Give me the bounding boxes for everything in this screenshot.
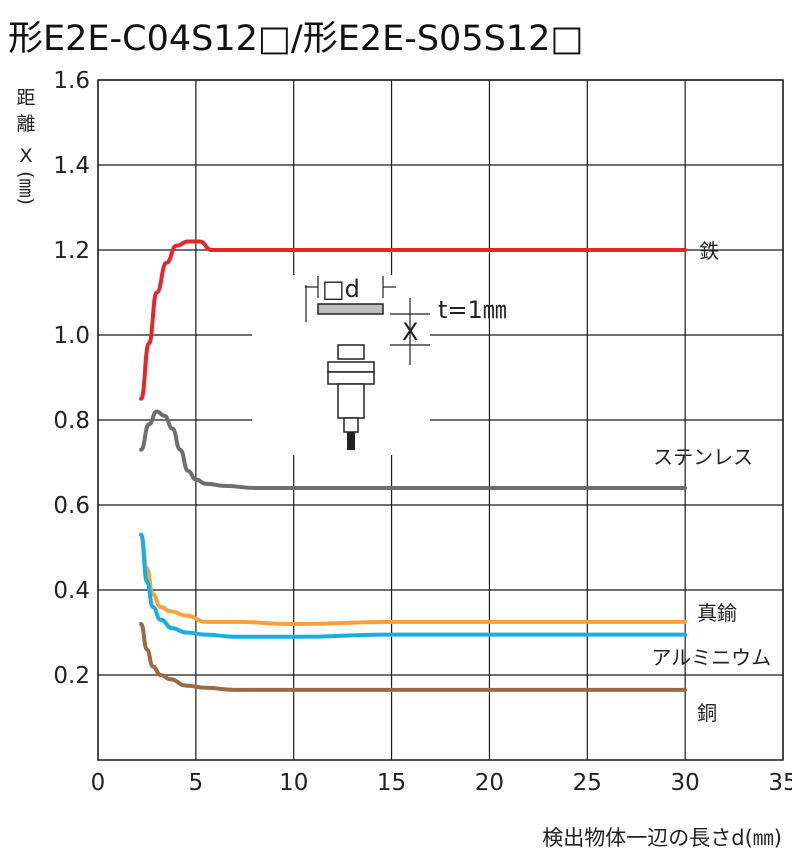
series-lines (139, 239, 688, 692)
thickness-label: t=1㎜ (438, 296, 507, 324)
y-tick-label: 1.4 (53, 153, 90, 179)
y-axis-label: 距 離 X (㎜) (15, 87, 37, 205)
x-tick-label: 30 (671, 770, 700, 796)
sensor-nut-lower (327, 371, 375, 385)
sensor-nut-upper (327, 361, 375, 373)
y-tick-label: 1.6 (53, 68, 90, 94)
distance-x-label: X (402, 318, 418, 346)
series-label: 銅 (697, 701, 717, 725)
x-tick-labels: 0 5 10 15 20 25 30 35 (91, 770, 792, 796)
series-line (139, 239, 688, 401)
y-axis-label-char: (㎜) (15, 171, 37, 205)
series-line (139, 622, 688, 692)
x-tick-label: 5 (189, 770, 204, 796)
y-tick-label: 1.0 (53, 323, 90, 349)
y-tick-label: 0.4 (53, 578, 90, 604)
series-label: 鉄 (699, 239, 719, 263)
x-tick-label: 10 (279, 770, 308, 796)
y-tick-label: 1.2 (53, 238, 90, 264)
y-axis-label-char: 距 (16, 87, 35, 109)
y-axis-label-char: 離 (16, 113, 35, 135)
x-tick-label: 15 (377, 770, 406, 796)
y-tick-label: 0.8 (53, 408, 90, 434)
sensor-cable-gland (343, 417, 359, 433)
chart-title: 形E2E-C04S12□/形E2E-S05S12□ (8, 19, 583, 59)
series-label: アルミニウム (651, 646, 771, 670)
sensor-body (337, 383, 365, 419)
x-axis-label: 検出物体一辺の長さd(㎜) (542, 826, 782, 850)
y-tick-labels: 0.2 0.4 0.6 0.8 1.0 1.2 1.4 1.6 (53, 68, 90, 689)
x-tick-label: 20 (475, 770, 504, 796)
target-plate (317, 303, 384, 315)
y-tick-label: 0.6 (53, 493, 90, 519)
sensor-diagram: □d t=1㎜ X (252, 275, 507, 455)
x-tick-label: 25 (573, 770, 602, 796)
y-tick-label: 0.2 (53, 663, 90, 689)
x-tick-label: 0 (91, 770, 106, 796)
series-line (139, 532, 688, 626)
series-line (139, 532, 688, 639)
sensor-head (337, 344, 365, 360)
series-label: 真鍮 (697, 601, 737, 625)
d-dimension-label: □d (322, 275, 360, 303)
x-tick-label: 35 (768, 770, 792, 796)
series-label: ステンレス (653, 445, 753, 469)
y-axis-label-char: X (19, 145, 32, 167)
series-line (139, 409, 688, 491)
sensor-cable (347, 432, 355, 450)
